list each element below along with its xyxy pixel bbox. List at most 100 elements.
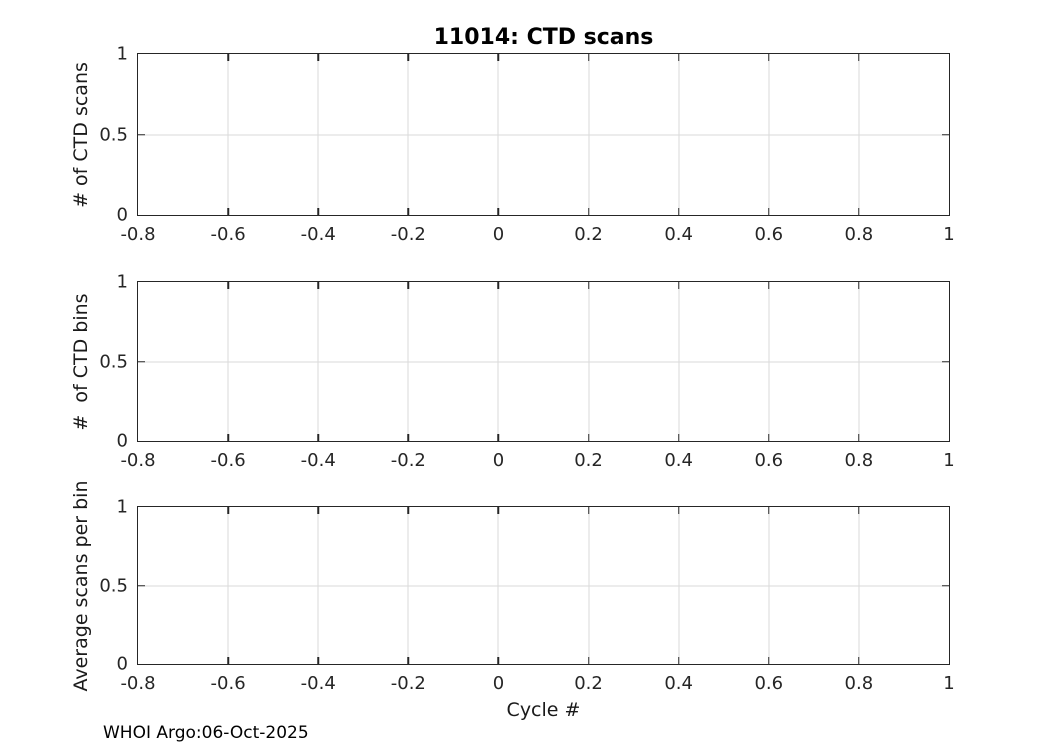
y-tick-mark — [138, 584, 145, 587]
x-tick-mark — [768, 208, 770, 215]
subplot-avg-scans-per-bin: Average scans per bin -0.8 -0.6 -0.4 -0.2 0 0… — [70, 480, 955, 694]
x-tick-mark — [227, 434, 229, 441]
y-tick-label: 0 — [116, 204, 128, 226]
x-tick-label: 0.8 — [844, 450, 874, 471]
x-tick-mark — [858, 657, 860, 664]
y-tick-label: 0.5 — [99, 351, 128, 372]
x-tick-mark — [497, 507, 500, 514]
x-tick-mark — [227, 282, 229, 289]
y-axis-label-ctd-bins: # of CTD bins — [70, 292, 92, 431]
x-tick-label: 0 — [492, 224, 505, 245]
x-tick-label: 0.8 — [844, 673, 874, 694]
x-tick-mark — [317, 54, 319, 61]
x-tick-mark — [858, 54, 860, 61]
y-axis-label-avg-scans: Average scans per bin — [70, 479, 92, 692]
x-tick-mark — [317, 657, 319, 664]
y-tick-label: 1 — [116, 271, 128, 293]
x-tick-mark — [407, 434, 410, 441]
x-tick-label: -0.6 — [210, 673, 246, 694]
y-gridline — [138, 361, 949, 362]
y-tick-label: 1 — [116, 496, 128, 518]
y-tick-label: 0.5 — [99, 575, 128, 596]
x-tick-mark — [858, 282, 860, 289]
x-tick-label: -0.2 — [390, 673, 426, 694]
x-tick-label: 0.2 — [574, 224, 603, 245]
x-tick-mark — [587, 434, 590, 441]
plot-area — [138, 507, 949, 664]
x-tick-label: 0.4 — [664, 224, 693, 245]
x-tick-label: 0.4 — [664, 450, 693, 471]
x-tick-mark — [587, 208, 590, 215]
y-tick-label: 0 — [116, 653, 128, 675]
x-tick-label: -0.8 — [120, 450, 156, 471]
x-tick-mark — [497, 282, 500, 289]
x-tick-mark — [227, 54, 229, 61]
x-tick-label: -0.2 — [390, 450, 426, 471]
x-tick-label: 1 — [943, 224, 955, 245]
x-tick-mark — [768, 657, 770, 664]
x-tick-mark — [677, 657, 680, 664]
x-tick-label: -0.2 — [390, 224, 426, 245]
x-tick-mark — [317, 507, 319, 514]
y-tick-label: 0 — [116, 430, 128, 452]
x-tick-label: 1 — [943, 673, 955, 694]
x-tick-label: 0.6 — [754, 224, 784, 245]
y-gridline — [138, 585, 949, 586]
x-tick-label: 0.6 — [754, 673, 784, 694]
x-tick-mark — [407, 282, 410, 289]
x-tick-mark — [497, 208, 500, 215]
y-tick-mark — [138, 133, 145, 136]
y-gridline — [138, 134, 949, 135]
x-tick-mark — [858, 434, 860, 441]
x-tick-label: -0.4 — [300, 450, 336, 471]
x-tick-mark — [677, 208, 680, 215]
x-tick-mark — [497, 657, 500, 664]
subplot-ctd-bins: # of CTD bins -0.8 -0.6 -0.4 -0.2 0 0.2 0.4 0.6… — [70, 272, 955, 472]
x-tick-mark — [768, 54, 770, 61]
x-tick-mark — [768, 507, 770, 514]
x-tick-mark — [677, 282, 680, 289]
x-tick-label: 0 — [492, 450, 505, 471]
x-tick-label: 0.2 — [574, 673, 603, 694]
y-tick-mark — [942, 133, 949, 136]
x-tick-label: -0.4 — [300, 224, 336, 245]
x-tick-mark — [587, 657, 590, 664]
x-tick-mark — [497, 434, 500, 441]
x-tick-mark — [227, 208, 229, 215]
x-tick-mark — [227, 657, 229, 664]
x-tick-mark — [227, 507, 229, 514]
y-tick-mark — [942, 360, 949, 363]
plot-area — [138, 54, 949, 215]
x-tick-mark — [317, 282, 319, 289]
x-tick-mark — [407, 208, 410, 215]
x-tick-mark — [858, 208, 860, 215]
x-tick-mark — [317, 208, 319, 215]
x-tick-mark — [768, 282, 770, 289]
y-tick-mark — [138, 360, 145, 363]
x-tick-mark — [407, 507, 410, 514]
y-tick-mark — [942, 584, 949, 587]
x-tick-mark — [768, 434, 770, 441]
x-tick-mark — [587, 54, 590, 61]
x-tick-mark — [497, 54, 500, 61]
x-tick-mark — [407, 657, 410, 664]
x-tick-mark — [407, 54, 410, 61]
subplot-ctd-scans: # of CTD scans -0.8 -0.6 -0.4 -0.2 0 0.2 0.4 0.… — [70, 44, 955, 246]
x-tick-label: 0.8 — [844, 224, 874, 245]
x-tick-label: -0.8 — [120, 673, 156, 694]
x-tick-label: -0.6 — [210, 224, 246, 245]
x-axis-label: Cycle # — [506, 699, 581, 721]
x-tick-mark — [677, 434, 680, 441]
x-tick-mark — [587, 282, 590, 289]
x-tick-mark — [317, 434, 319, 441]
x-tick-mark — [677, 54, 680, 61]
x-tick-mark — [858, 507, 860, 514]
plot-area — [138, 282, 949, 441]
x-tick-label: -0.6 — [210, 450, 246, 471]
x-tick-label: 0 — [492, 673, 505, 694]
x-tick-label: 0.6 — [754, 450, 784, 471]
y-tick-label: 1 — [116, 43, 128, 65]
footer-annotation: WHOI Argo:06-Oct-2025 — [103, 723, 309, 743]
chart-title: 11014: CTD scans — [433, 25, 654, 50]
